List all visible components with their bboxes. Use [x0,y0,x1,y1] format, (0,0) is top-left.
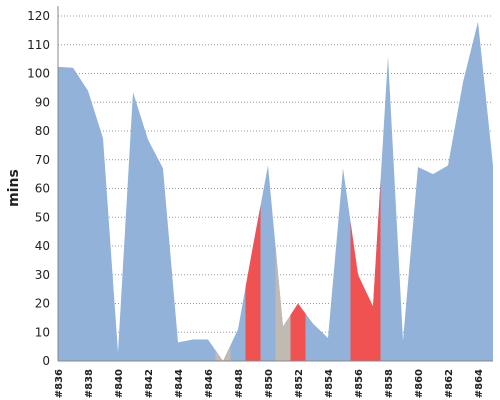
y-tick-label: 80 [35,124,50,138]
highlight-band [215,345,231,361]
y-tick-label: 70 [35,153,50,167]
y-tick-label: 40 [35,239,50,253]
y-tick-label: 110 [27,38,50,52]
y-axis-label: mins [6,169,22,207]
y-tick-label: 90 [35,95,50,109]
x-tick-label: #852 [294,369,305,398]
y-tick-label: 30 [35,268,50,282]
y-tick-label: 120 [27,9,50,23]
highlight-band [350,221,366,361]
x-tick-label: #844 [174,369,185,398]
y-tick-label: 0 [42,354,50,368]
highlight-band [245,205,261,361]
area [58,21,493,361]
x-tick-label: #856 [354,369,365,398]
x-tick-label: #838 [84,369,95,398]
x-tick-label: #842 [144,369,155,398]
y-tick-label: 20 [35,297,50,311]
x-tick-label: #848 [234,369,245,398]
x-tick-label: #854 [324,369,335,398]
highlight-band [275,246,291,361]
x-tick-label: #860 [414,369,425,398]
highlight-band [365,181,381,361]
x-tick-label: #862 [444,369,455,398]
x-tick-label: #840 [114,369,125,398]
y-tick-label: 10 [35,325,50,339]
y-tick-label: 60 [35,182,50,196]
highlight-band [290,303,306,361]
x-tick-label: #846 [204,369,215,398]
y-tick-label: 50 [35,210,50,224]
x-tick-label: #864 [474,369,485,398]
x-tick-label: #850 [264,369,275,398]
x-tick-label: #836 [54,369,65,398]
x-tick-label: #858 [384,369,395,398]
y-tick-label: 100 [27,67,50,81]
